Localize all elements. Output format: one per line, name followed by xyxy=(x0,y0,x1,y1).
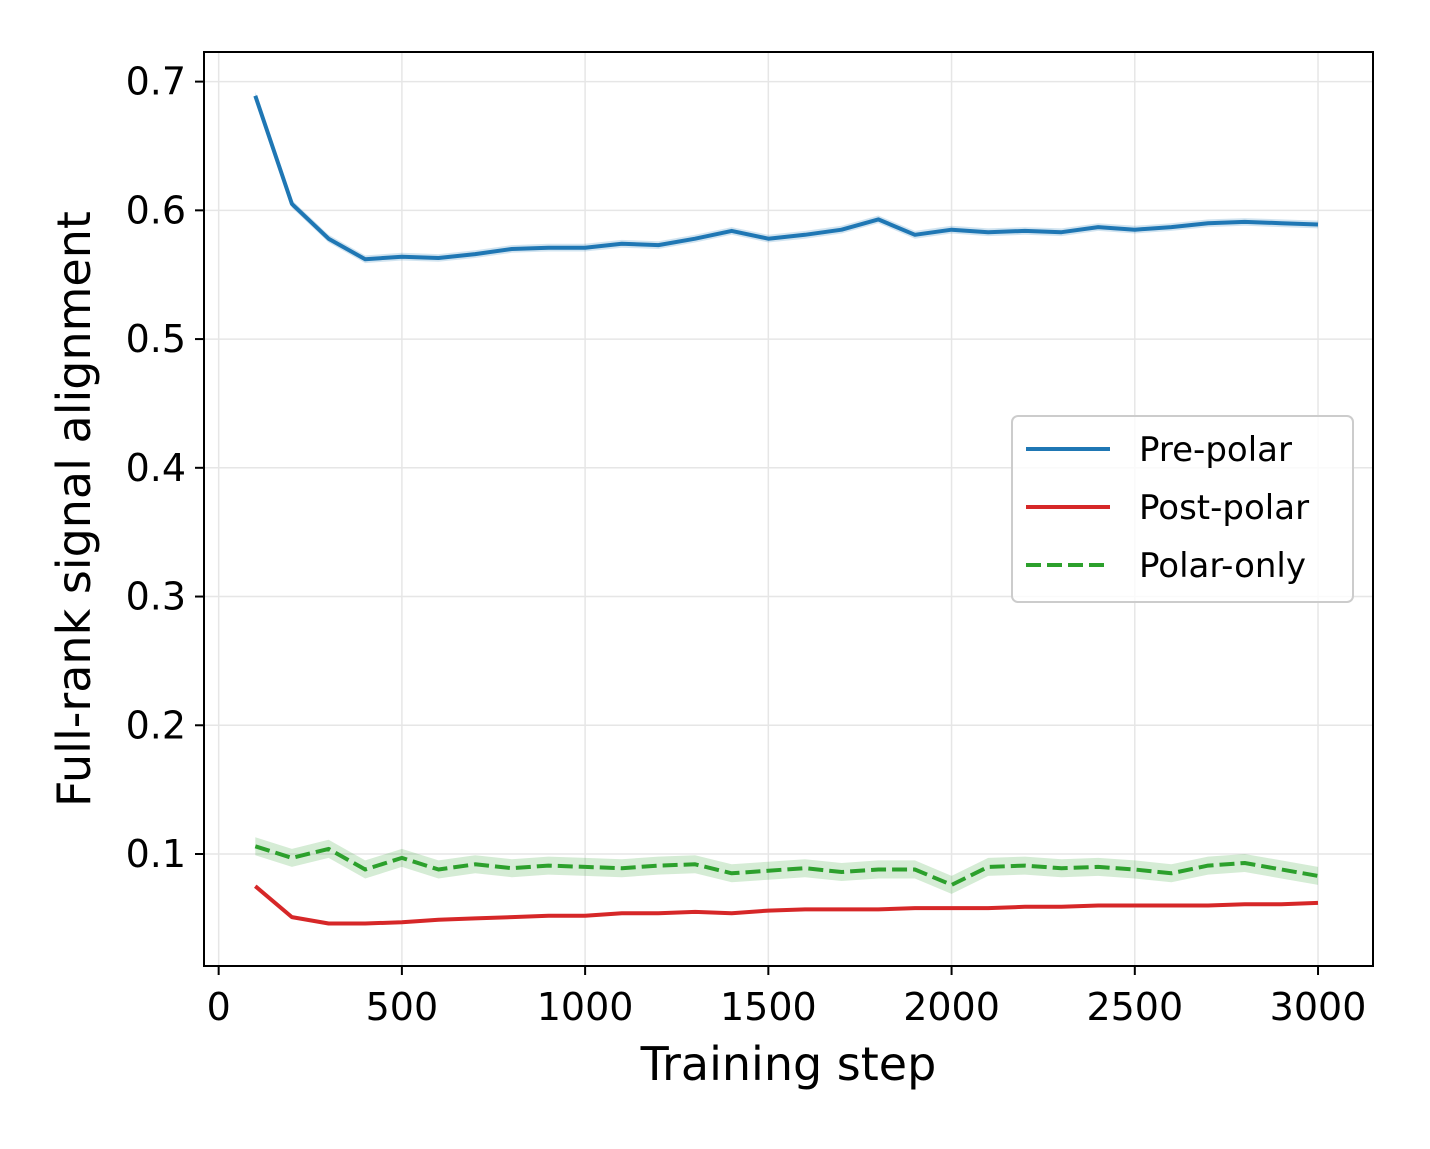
legend-label: Post-polar xyxy=(1139,488,1309,528)
x-tick-label: 2500 xyxy=(1086,985,1183,1029)
y-tick-label: 0.5 xyxy=(126,317,186,361)
x-axis-title: Training step xyxy=(640,1037,937,1091)
legend: Pre-polar Post-polar Polar-only xyxy=(1011,415,1354,603)
x-tick-label: 0 xyxy=(207,985,231,1029)
x-tick-label: 1000 xyxy=(537,985,634,1029)
legend-label: Polar-only xyxy=(1139,546,1306,586)
tick-layer: 0 500 1000 1500 2000 2500 3000 0.1 0.2 0.3 0.4 0.5 0… xyxy=(126,60,1367,1029)
plot-frame xyxy=(203,51,1374,967)
series-line xyxy=(254,884,1319,926)
legend-box xyxy=(1011,415,1354,603)
series-line xyxy=(253,95,1319,262)
series-line xyxy=(254,844,1319,887)
legend-label: Pre-polar xyxy=(1139,430,1292,470)
series-band xyxy=(255,837,1318,894)
x-tick-label: 500 xyxy=(366,985,439,1029)
y-axis-title: Full-rank signal alignment xyxy=(47,211,101,807)
x-tick-label: 3000 xyxy=(1270,985,1367,1029)
y-tick-label: 0.6 xyxy=(126,188,186,232)
y-tick-label: 0.1 xyxy=(126,832,186,876)
x-tick-label: 1500 xyxy=(720,985,817,1029)
x-tick-label: 2000 xyxy=(903,985,1000,1029)
y-tick-label: 0.3 xyxy=(126,575,186,619)
line-layer xyxy=(253,95,1319,926)
y-tick-label: 0.2 xyxy=(126,703,186,747)
y-tick-label: 0.4 xyxy=(126,446,186,490)
y-tick-label: 0.7 xyxy=(126,60,186,104)
